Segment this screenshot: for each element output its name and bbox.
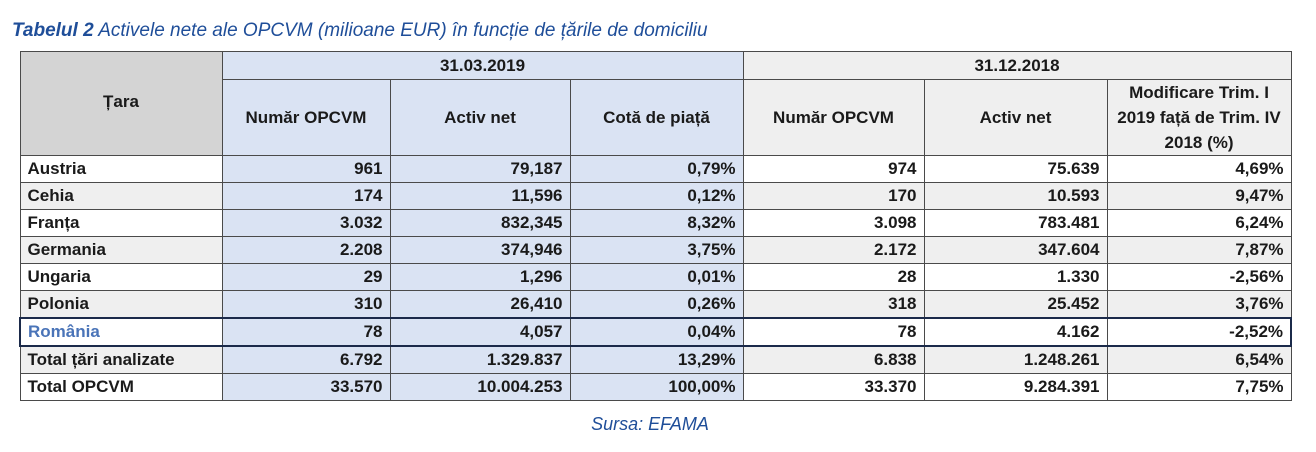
column-header: Activ net bbox=[389, 79, 571, 156]
table-row-total-analyzed: Total țări analizate 6.792 1.329.837 13,… bbox=[19, 345, 1292, 374]
country-cell: Total OPCVM bbox=[19, 373, 223, 401]
source-note: Sursa: EFAMA bbox=[591, 414, 709, 434]
table-row-total-opcvm: Total OPCVM 33.570 10.004.253 100,00% 33… bbox=[19, 373, 1292, 401]
value-cell: 3,76% bbox=[1106, 290, 1292, 319]
table-row: Cehia 174 11,596 0,12% 170 10.593 9,47% bbox=[19, 182, 1292, 210]
table-caption: Tabelul 2 Activele nete ale OPCVM (milio… bbox=[12, 20, 708, 42]
value-cell: 2.172 bbox=[742, 236, 925, 264]
value-cell: 832,345 bbox=[389, 209, 571, 237]
value-cell: 26,410 bbox=[389, 290, 571, 319]
value-cell: 13,29% bbox=[569, 345, 744, 374]
value-cell: 33.570 bbox=[221, 373, 391, 401]
value-cell: 6,54% bbox=[1106, 345, 1292, 374]
value-cell: 174 bbox=[221, 182, 391, 210]
value-cell: 1.330 bbox=[923, 263, 1108, 291]
country-cell: Polonia bbox=[19, 290, 223, 319]
country-header: Țara bbox=[19, 51, 223, 156]
value-cell: 0,01% bbox=[569, 263, 744, 291]
value-cell: 10.593 bbox=[923, 182, 1108, 210]
value-cell: 0,04% bbox=[569, 317, 744, 347]
value-cell: 2.208 bbox=[221, 236, 391, 264]
value-cell: 170 bbox=[742, 182, 925, 210]
table-row: Polonia 310 26,410 0,26% 318 25.452 3,76… bbox=[19, 290, 1292, 319]
country-cell: Franța bbox=[19, 209, 223, 237]
value-cell: 783.481 bbox=[923, 209, 1108, 237]
table-row: Austria 961 79,187 0,79% 974 75.639 4,69… bbox=[19, 155, 1292, 183]
value-cell: 78 bbox=[221, 317, 391, 347]
value-cell: 7,87% bbox=[1106, 236, 1292, 264]
value-cell: 374,946 bbox=[389, 236, 571, 264]
country-cell: Germania bbox=[19, 236, 223, 264]
group-header-2019: 31.03.2019 bbox=[221, 51, 744, 80]
column-header: Număr OPCVM bbox=[221, 79, 391, 156]
value-cell: 347.604 bbox=[923, 236, 1108, 264]
value-cell: 0,12% bbox=[569, 182, 744, 210]
value-cell: 0,79% bbox=[569, 155, 744, 183]
value-cell: 25.452 bbox=[923, 290, 1108, 319]
value-cell: 6,24% bbox=[1106, 209, 1292, 237]
value-cell: 75.639 bbox=[923, 155, 1108, 183]
value-cell: 310 bbox=[221, 290, 391, 319]
value-cell: -2,52% bbox=[1106, 317, 1293, 347]
value-cell: 9,47% bbox=[1106, 182, 1292, 210]
column-header: Modificare Trim. I 2019 față de Trim. IV… bbox=[1106, 79, 1292, 156]
value-cell: 29 bbox=[221, 263, 391, 291]
table-row: Franța 3.032 832,345 8,32% 3.098 783.481… bbox=[19, 209, 1292, 237]
value-cell: 10.004.253 bbox=[389, 373, 571, 401]
value-cell: 79,187 bbox=[389, 155, 571, 183]
value-cell: 4,69% bbox=[1106, 155, 1292, 183]
header-row-groups: Țara 31.03.2019 31.12.2018 bbox=[19, 51, 1292, 156]
country-cell-romania: România bbox=[19, 317, 223, 347]
country-cell: Austria bbox=[19, 155, 223, 183]
value-cell: 1.248.261 bbox=[923, 345, 1108, 374]
value-cell: 78 bbox=[742, 317, 925, 347]
caption-text: Activele nete ale OPCVM (milioane EUR) î… bbox=[98, 20, 708, 41]
value-cell: 33.370 bbox=[742, 373, 925, 401]
country-cell: Ungaria bbox=[19, 263, 223, 291]
value-cell: 961 bbox=[221, 155, 391, 183]
value-cell: -2,56% bbox=[1106, 263, 1292, 291]
value-cell: 7,75% bbox=[1106, 373, 1292, 401]
caption-label: Tabelul 2 bbox=[12, 20, 94, 41]
value-cell: 9.284.391 bbox=[923, 373, 1108, 401]
opcvm-table: Țara 31.03.2019 31.12.2018 Număr OPCVM A… bbox=[19, 51, 1293, 401]
value-cell: 6.838 bbox=[742, 345, 925, 374]
value-cell: 974 bbox=[742, 155, 925, 183]
value-cell: 0,26% bbox=[569, 290, 744, 319]
column-header: Activ net bbox=[923, 79, 1108, 156]
value-cell: 4,057 bbox=[389, 317, 571, 347]
column-header: Număr OPCVM bbox=[742, 79, 925, 156]
table-row: Germania 2.208 374,946 3,75% 2.172 347.6… bbox=[19, 236, 1292, 264]
table-row: Ungaria 29 1,296 0,01% 28 1.330 -2,56% bbox=[19, 263, 1292, 291]
header-row-columns: Număr OPCVM Activ net Cotă de piață Numă… bbox=[20, 79, 1292, 156]
value-cell: 1,296 bbox=[389, 263, 571, 291]
table-row-romania: România 78 4,057 0,04% 78 4.162 -2,52% bbox=[19, 317, 1293, 347]
country-cell: Cehia bbox=[19, 182, 223, 210]
value-cell: 11,596 bbox=[389, 182, 571, 210]
value-cell: 100,00% bbox=[569, 373, 744, 401]
value-cell: 6.792 bbox=[221, 345, 391, 374]
value-cell: 1.329.837 bbox=[389, 345, 571, 374]
value-cell: 28 bbox=[742, 263, 925, 291]
value-cell: 3.098 bbox=[742, 209, 925, 237]
value-cell: 4.162 bbox=[923, 317, 1108, 347]
value-cell: 8,32% bbox=[569, 209, 744, 237]
country-cell: Total țări analizate bbox=[19, 345, 223, 374]
value-cell: 318 bbox=[742, 290, 925, 319]
column-header: Cotă de piață bbox=[569, 79, 744, 156]
value-cell: 3,75% bbox=[569, 236, 744, 264]
group-header-2018: 31.12.2018 bbox=[742, 51, 1292, 80]
value-cell: 3.032 bbox=[221, 209, 391, 237]
